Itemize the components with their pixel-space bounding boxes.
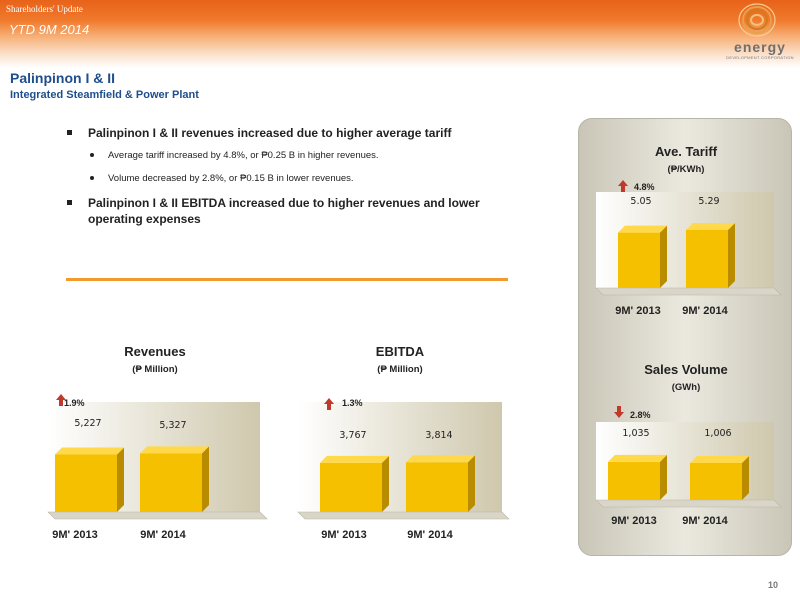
chart-floor — [595, 499, 782, 508]
dot-bullet-icon — [90, 176, 94, 180]
ave-tariff-chart: Ave. Tariff (₱/KWh) 5.05 9M' 2013 5.29 9M' … — [590, 144, 782, 330]
bar-side — [742, 455, 749, 500]
chart-title: Revenues — [124, 344, 186, 359]
bar — [320, 462, 382, 512]
bar-side — [660, 225, 667, 288]
bar-top — [55, 447, 124, 455]
ebitda-chart: EBITDA (₱ Million) 3,767 9M' 2013 3,814 9M'… — [290, 344, 510, 554]
bar-top — [618, 225, 667, 233]
page-subtitle: Integrated Steamfield & Power Plant — [10, 89, 199, 101]
period-label: YTD 9M 2014 — [9, 22, 90, 37]
change-percent-label: 1.3% — [342, 398, 363, 408]
arrow-up-icon — [618, 180, 628, 192]
bullet-text: Palinpinon I & II EBITDA increased due t… — [88, 196, 480, 226]
category-label: 9M' 2013 — [52, 529, 97, 541]
chart-floor — [297, 511, 510, 520]
chart-unit: (₱ Million) — [377, 364, 423, 375]
chart-title: Sales Volume — [644, 362, 728, 377]
bar-side — [117, 447, 124, 512]
header-band: Shareholders' Update YTD 9M 2014 — [0, 0, 800, 68]
bar-top — [608, 454, 667, 462]
change-percent-label: 1.9% — [64, 398, 85, 408]
bar-side — [728, 222, 735, 288]
chart-title: Ave. Tariff — [654, 144, 718, 159]
bar-top — [686, 222, 735, 230]
energy-logo-icon — [738, 3, 776, 37]
bar-value-label: 5,327 — [159, 420, 186, 431]
bar — [140, 453, 202, 512]
section-divider — [66, 278, 508, 281]
bar-value-label: 1,035 — [622, 428, 649, 439]
category-label: 9M' 2014 — [407, 529, 453, 541]
chart-plot: 5,227 9M' 2013 5,327 9M' 2014 1.9% — [47, 394, 268, 541]
bar-value-label: 3,767 — [339, 430, 366, 441]
bar-side — [660, 454, 667, 500]
bar-side — [202, 446, 209, 512]
page-number: 10 — [768, 580, 779, 590]
bar-side — [468, 455, 475, 512]
chart-plot: 3,767 9M' 2013 3,814 9M' 2014 1.3% — [297, 398, 510, 541]
bar-value-label: 5,227 — [74, 418, 101, 429]
logo-wordmark: energy — [734, 39, 786, 55]
bar — [690, 462, 742, 500]
bar-top — [140, 446, 209, 454]
bullet-list: Palinpinon I & II revenues increased due… — [66, 125, 516, 235]
bar-value-label: 3,814 — [425, 430, 452, 441]
sub-bullet-text: Volume decreased by 2.8%, or ₱0.15 B in … — [108, 173, 354, 184]
category-label: 9M' 2014 — [682, 515, 728, 527]
dot-bullet-icon — [90, 153, 94, 157]
bar-value-label: 1,006 — [704, 428, 731, 439]
bar-value-label: 5.05 — [630, 196, 651, 207]
bar-side — [382, 455, 389, 512]
bar — [686, 229, 728, 288]
category-label: 9M' 2013 — [321, 529, 366, 541]
sub-bullet-item: Volume decreased by 2.8%, or ₱0.15 B in … — [66, 172, 516, 185]
chart-unit: (GWh) — [671, 382, 701, 393]
bar — [406, 462, 468, 512]
bar-top — [690, 455, 749, 463]
category-label: 9M' 2013 — [615, 305, 660, 317]
change-percent-label: 4.8% — [634, 182, 655, 192]
bullet-item: Palinpinon I & II EBITDA increased due t… — [66, 195, 516, 227]
page-title: Palinpinon I & II — [10, 70, 115, 86]
bar — [618, 232, 660, 288]
bullet-item: Palinpinon I & II revenues increased due… — [66, 125, 516, 141]
bar — [55, 454, 117, 512]
logo-subtitle: DEVELOPMENT CORPORATION — [726, 55, 794, 60]
revenues-chart: Revenues (₱ Million) 5,227 9M' 2013 5,327 9… — [40, 344, 510, 554]
chart-unit: (₱/KWh) — [667, 164, 705, 175]
chart-unit: (₱ Million) — [132, 364, 178, 375]
square-bullet-icon — [67, 200, 72, 205]
chart-floor — [595, 287, 782, 296]
arrow-up-icon — [324, 398, 334, 410]
chart-floor — [47, 511, 268, 520]
sub-bullet-text: Average tariff increased by 4.8%, or ₱0.… — [108, 150, 379, 161]
category-label: 9M' 2013 — [611, 515, 656, 527]
category-label: 9M' 2014 — [140, 529, 186, 541]
category-label: 9M' 2014 — [682, 305, 728, 317]
chart-plot: 1,035 9M' 2013 1,006 9M' 2014 2.8% — [595, 406, 782, 527]
bar-top — [320, 455, 389, 463]
change-percent-label: 2.8% — [630, 410, 651, 420]
chart-title: EBITDA — [375, 344, 425, 359]
bar-top — [406, 455, 475, 463]
bullet-text: Palinpinon I & II revenues increased due… — [88, 126, 452, 140]
square-bullet-icon — [67, 130, 72, 135]
bar-value-label: 5.29 — [698, 196, 719, 207]
arrow-down-icon — [614, 406, 624, 418]
sales-volume-chart: Sales Volume (GWh) 1,035 9M' 2013 1,006 9M'… — [590, 362, 782, 538]
bar — [608, 461, 660, 500]
document-label: Shareholders' Update — [6, 4, 83, 14]
sub-bullet-item: Average tariff increased by 4.8%, or ₱0.… — [66, 149, 516, 162]
arrow-up-icon — [56, 394, 66, 406]
chart-plot: 5.05 9M' 2013 5.29 9M' 2014 4.8% — [595, 180, 782, 317]
